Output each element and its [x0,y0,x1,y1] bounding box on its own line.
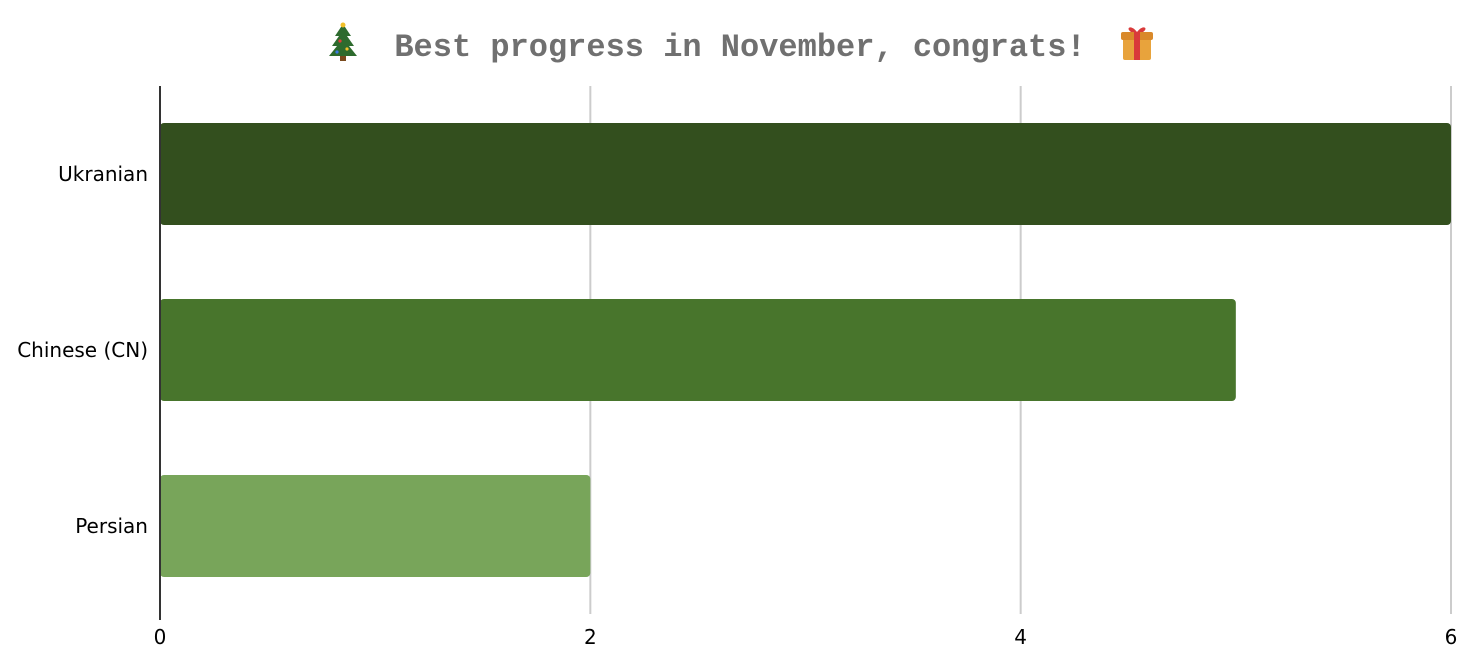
chart-title: Best progress in November, congrats! [0,22,1480,70]
y-category-label: Persian [75,514,148,538]
y-category-label: Chinese (CN) [17,338,148,362]
x-tick-label: 0 [154,625,167,649]
x-tick-label: 6 [1445,625,1458,649]
y-category-label: Ukranian [58,162,148,186]
christmas-tree-icon [329,22,358,61]
x-tick-label: 2 [584,625,597,649]
bar-chinese-cn [160,299,1236,401]
bar-persian [160,475,591,577]
x-tick-label: 4 [1014,625,1027,649]
gift-icon [1120,27,1153,60]
chart-title-text: Best progress in November, congrats! [394,29,1086,66]
bar-ukranian [160,123,1451,225]
